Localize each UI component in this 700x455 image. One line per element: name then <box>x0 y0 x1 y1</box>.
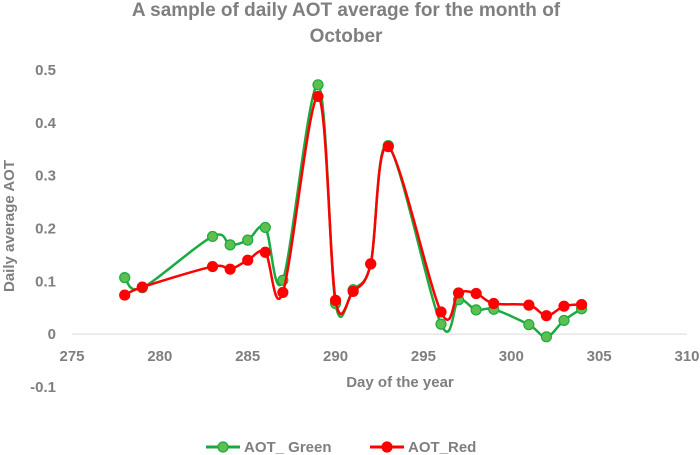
data-point-red <box>242 254 254 266</box>
data-point-red <box>365 258 377 270</box>
data-point-green <box>435 318 447 330</box>
data-point-green <box>312 79 324 91</box>
y-tick-label: 0.2 <box>35 221 56 238</box>
data-point-red <box>136 281 148 293</box>
data-point-green <box>558 314 570 327</box>
chart-title-line-1: A sample of daily AOT average for the mo… <box>132 0 561 21</box>
data-point-red <box>277 286 289 299</box>
x-axis-label: Day of the year <box>346 374 454 391</box>
series-line-green <box>123 83 583 339</box>
x-tick-label: 305 <box>587 348 612 365</box>
y-tick-label: 0 <box>48 326 56 343</box>
data-point-green <box>242 234 254 246</box>
plot-area: 275 280 285 290 295 300 305 310 -0.1 0 0.1 0.2 0.3 0.… <box>30 62 699 396</box>
y-tick-label: 0.4 <box>35 115 57 132</box>
data-point-green <box>224 239 236 251</box>
data-point-red <box>206 260 219 273</box>
data-point-red <box>488 297 500 310</box>
y-tick-label: -0.1 <box>30 379 56 396</box>
y-axis-label: Daily average AOT <box>1 160 18 292</box>
data-point-red <box>470 287 482 300</box>
data-point-red <box>347 285 359 297</box>
data-point-red <box>259 246 271 258</box>
x-tick-label: 290 <box>323 348 348 365</box>
data-point-red <box>119 289 131 301</box>
legend-swatch-marker-red <box>381 441 393 453</box>
data-point-red <box>575 298 588 311</box>
data-point-red <box>452 287 465 299</box>
data-point-green <box>523 319 535 331</box>
x-tick-label: 310 <box>674 348 699 365</box>
x-tick-label: 280 <box>147 348 172 365</box>
y-tick-label: 0.3 <box>35 168 56 185</box>
legend-item-green[interactable]: AOT_ Green <box>206 439 332 455</box>
x-tick-label: 295 <box>411 348 436 365</box>
data-point-red <box>523 299 535 311</box>
x-tick-label: 285 <box>235 348 260 365</box>
legend: AOT_ Green AOT_Red <box>206 439 476 455</box>
data-point-red <box>435 306 447 318</box>
data-point-red <box>329 294 342 306</box>
data-point-red <box>540 310 553 322</box>
x-tick-label: 275 <box>59 348 84 365</box>
data-point-green <box>119 272 131 284</box>
y-tick-label: 0.1 <box>35 273 56 290</box>
data-point-green <box>259 221 271 234</box>
data-point-red <box>382 141 394 153</box>
data-point-red <box>312 90 324 103</box>
chart-title-line-2: October <box>310 26 383 47</box>
data-point-green <box>206 230 219 243</box>
legend-item-red[interactable]: AOT_Red <box>370 439 476 455</box>
legend-swatch-marker-green <box>217 441 229 453</box>
legend-label-green: AOT_ Green <box>244 439 332 455</box>
legend-label-red: AOT_Red <box>408 439 476 455</box>
data-point-green <box>470 304 482 316</box>
data-point-green <box>540 331 553 343</box>
x-tick-label: 300 <box>499 348 524 365</box>
y-tick-label: 0.5 <box>35 62 56 79</box>
data-point-red <box>224 263 236 275</box>
data-point-red <box>558 300 570 312</box>
